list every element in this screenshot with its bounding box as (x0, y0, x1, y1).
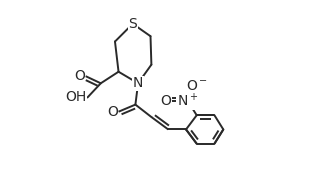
Text: O$^-$: O$^-$ (186, 79, 208, 93)
Text: OH: OH (65, 91, 87, 105)
Text: O: O (107, 105, 118, 119)
Text: S: S (128, 17, 137, 31)
Text: O: O (160, 94, 171, 108)
Text: N$^+$: N$^+$ (177, 92, 198, 110)
Text: O: O (74, 69, 85, 83)
Text: N: N (133, 76, 143, 90)
